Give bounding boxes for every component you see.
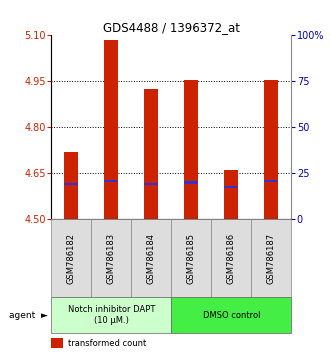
Title: GDS4488 / 1396372_at: GDS4488 / 1396372_at <box>103 21 240 34</box>
Bar <box>264 180 278 182</box>
Bar <box>104 40 118 219</box>
Text: GSM786184: GSM786184 <box>147 233 156 284</box>
Bar <box>184 80 198 219</box>
Bar <box>51 297 171 333</box>
Text: Notch inhibitor DAPT
(10 μM.): Notch inhibitor DAPT (10 μM.) <box>68 306 155 325</box>
Bar <box>91 219 131 297</box>
Bar <box>171 297 291 333</box>
Text: transformed count: transformed count <box>68 339 146 348</box>
Bar <box>184 182 198 184</box>
Text: GSM786182: GSM786182 <box>67 233 76 284</box>
Bar <box>144 89 158 219</box>
Bar <box>251 219 291 297</box>
Bar <box>51 219 91 297</box>
Text: agent  ►: agent ► <box>9 310 48 320</box>
Bar <box>264 80 278 219</box>
Bar <box>224 186 238 188</box>
Bar <box>131 219 171 297</box>
Bar <box>64 183 78 185</box>
Text: DMSO control: DMSO control <box>203 310 260 320</box>
Bar <box>211 219 251 297</box>
Text: GSM786183: GSM786183 <box>107 233 116 284</box>
Bar <box>64 152 78 219</box>
Bar <box>104 180 118 182</box>
Bar <box>171 219 211 297</box>
Bar <box>51 338 63 348</box>
Text: GSM786186: GSM786186 <box>227 233 236 284</box>
Text: GSM786185: GSM786185 <box>187 233 196 284</box>
Bar <box>224 170 238 219</box>
Bar <box>144 183 158 185</box>
Text: GSM786187: GSM786187 <box>267 233 276 284</box>
